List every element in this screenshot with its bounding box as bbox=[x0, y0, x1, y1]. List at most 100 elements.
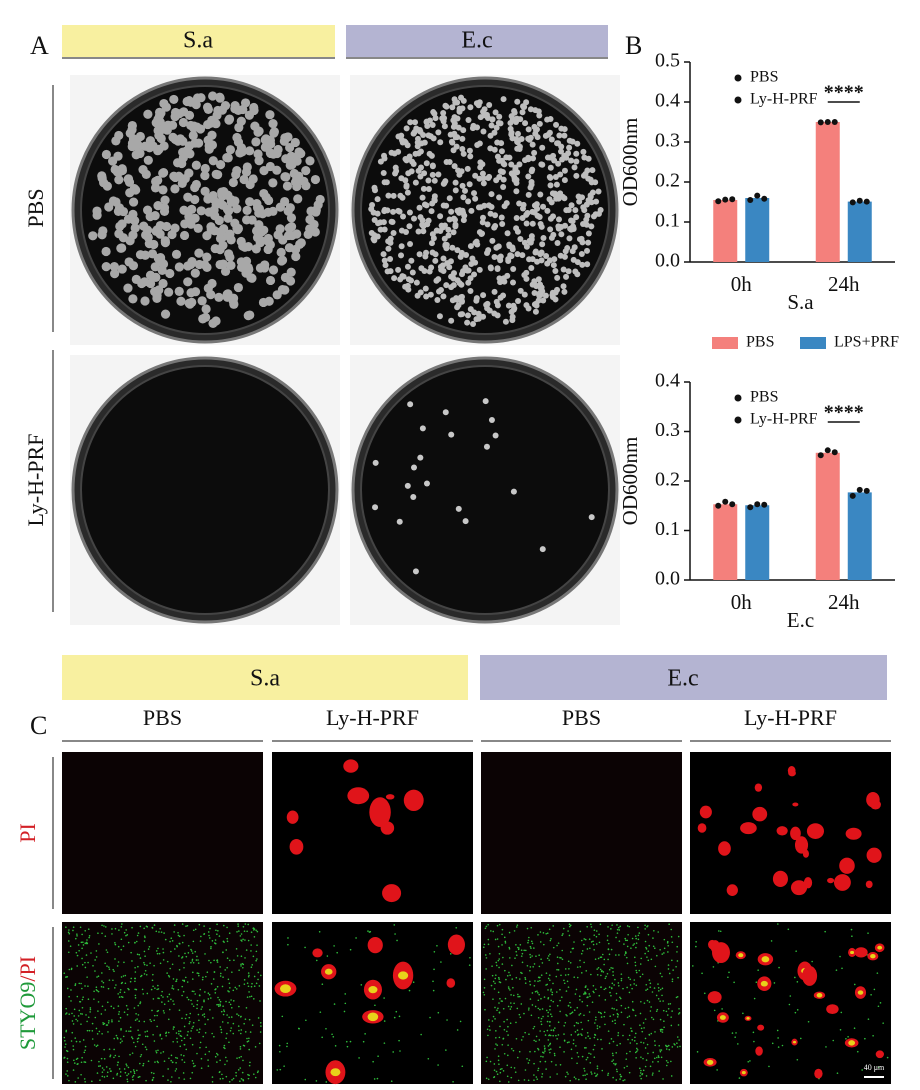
stain-dot bbox=[512, 994, 515, 997]
stain-dot bbox=[126, 934, 129, 936]
colony bbox=[491, 288, 498, 295]
stain-dot bbox=[537, 1069, 539, 1072]
stain-dot bbox=[640, 1069, 642, 1072]
stain-dot bbox=[239, 1067, 242, 1069]
colony bbox=[398, 243, 405, 250]
stain-dot bbox=[220, 1010, 223, 1013]
stain-dot bbox=[667, 964, 670, 966]
stain-dot bbox=[72, 1045, 74, 1047]
stain-dot bbox=[585, 1047, 587, 1049]
colony bbox=[202, 231, 212, 241]
stain-dot bbox=[649, 982, 652, 985]
stain-dot bbox=[120, 1038, 122, 1040]
legend-swatch bbox=[800, 337, 826, 349]
colony bbox=[215, 160, 226, 170]
stain-dot bbox=[648, 944, 651, 947]
stain-dot bbox=[640, 1056, 642, 1058]
stain-dot bbox=[176, 944, 178, 947]
stain-dot bbox=[527, 1062, 530, 1064]
stain-blob bbox=[754, 783, 763, 792]
stain-dot bbox=[170, 1059, 173, 1062]
colony bbox=[254, 208, 264, 218]
stain-dot bbox=[110, 1005, 113, 1008]
stain-dot bbox=[575, 1045, 577, 1047]
stain-dot bbox=[636, 1042, 638, 1045]
stain-dot bbox=[65, 1029, 68, 1032]
colony bbox=[286, 221, 297, 232]
stain-dot bbox=[716, 1069, 718, 1071]
stain-dot bbox=[612, 971, 614, 973]
stain-dot bbox=[208, 937, 211, 939]
colony bbox=[167, 229, 177, 240]
colony bbox=[385, 238, 392, 245]
stain-dot bbox=[219, 1000, 222, 1003]
stain-dot bbox=[70, 1000, 72, 1002]
stain-dot bbox=[194, 993, 197, 995]
stain-dot bbox=[191, 960, 194, 962]
colony bbox=[528, 233, 535, 240]
stain-dot bbox=[620, 979, 623, 982]
stain-dot bbox=[131, 1037, 134, 1040]
colony bbox=[174, 262, 184, 272]
stain-dot bbox=[677, 1024, 680, 1026]
stain-dot bbox=[211, 1076, 214, 1078]
x-axis-label: E.c bbox=[787, 608, 814, 632]
colony bbox=[419, 425, 426, 432]
colony bbox=[475, 310, 482, 317]
colony bbox=[208, 156, 218, 166]
stain-dot bbox=[199, 988, 202, 991]
stain-dot bbox=[208, 993, 211, 996]
colony bbox=[431, 196, 438, 203]
stain-dot bbox=[203, 1013, 206, 1015]
stain-dot bbox=[640, 1077, 643, 1080]
stain-dot bbox=[207, 1018, 209, 1021]
colony bbox=[408, 277, 415, 284]
stain-dot bbox=[99, 1065, 102, 1067]
stain-dot bbox=[86, 976, 88, 978]
colony bbox=[465, 267, 472, 274]
stain-dot bbox=[617, 982, 620, 984]
stain-dot bbox=[455, 926, 458, 929]
stain-dot bbox=[141, 1043, 144, 1046]
stain-dot bbox=[652, 1051, 654, 1054]
colony bbox=[440, 110, 447, 117]
colony bbox=[580, 148, 587, 155]
stain-dot bbox=[91, 1038, 94, 1040]
stain-dot bbox=[101, 932, 103, 935]
colony bbox=[578, 251, 585, 258]
stain-dot bbox=[103, 1048, 105, 1051]
colony bbox=[578, 235, 585, 242]
colony bbox=[228, 177, 238, 188]
stain-dot bbox=[533, 984, 536, 987]
stain-dot bbox=[593, 991, 595, 994]
stain-dot bbox=[221, 1021, 224, 1023]
stain-dot bbox=[79, 926, 82, 929]
stain-dot bbox=[245, 949, 248, 951]
colony bbox=[492, 212, 499, 219]
stain-dot bbox=[131, 960, 133, 962]
x-tick-label: 0h bbox=[731, 272, 753, 296]
stain-dot bbox=[118, 1010, 121, 1013]
stain-dot bbox=[119, 991, 121, 994]
stain-dot bbox=[209, 927, 211, 930]
colony bbox=[226, 260, 236, 270]
stain-dot bbox=[712, 966, 715, 968]
stain-dot bbox=[86, 942, 89, 945]
colony bbox=[226, 195, 236, 205]
stain-overlap bbox=[850, 950, 855, 955]
stain-dot bbox=[189, 1020, 191, 1023]
stain-dot bbox=[583, 961, 585, 964]
stain-dot bbox=[530, 947, 532, 949]
stain-dot bbox=[483, 978, 486, 981]
stain-dot bbox=[619, 1073, 622, 1076]
stain-dot bbox=[101, 1071, 104, 1073]
stain-dot bbox=[66, 1075, 69, 1077]
stain-dot bbox=[559, 1046, 561, 1049]
stain-dot bbox=[615, 1052, 618, 1054]
stain-dot bbox=[119, 1071, 122, 1073]
colony bbox=[417, 454, 424, 461]
column-header: PBS bbox=[562, 705, 601, 730]
colony bbox=[178, 117, 189, 128]
colony bbox=[499, 220, 506, 227]
stain-overlap bbox=[760, 980, 768, 987]
